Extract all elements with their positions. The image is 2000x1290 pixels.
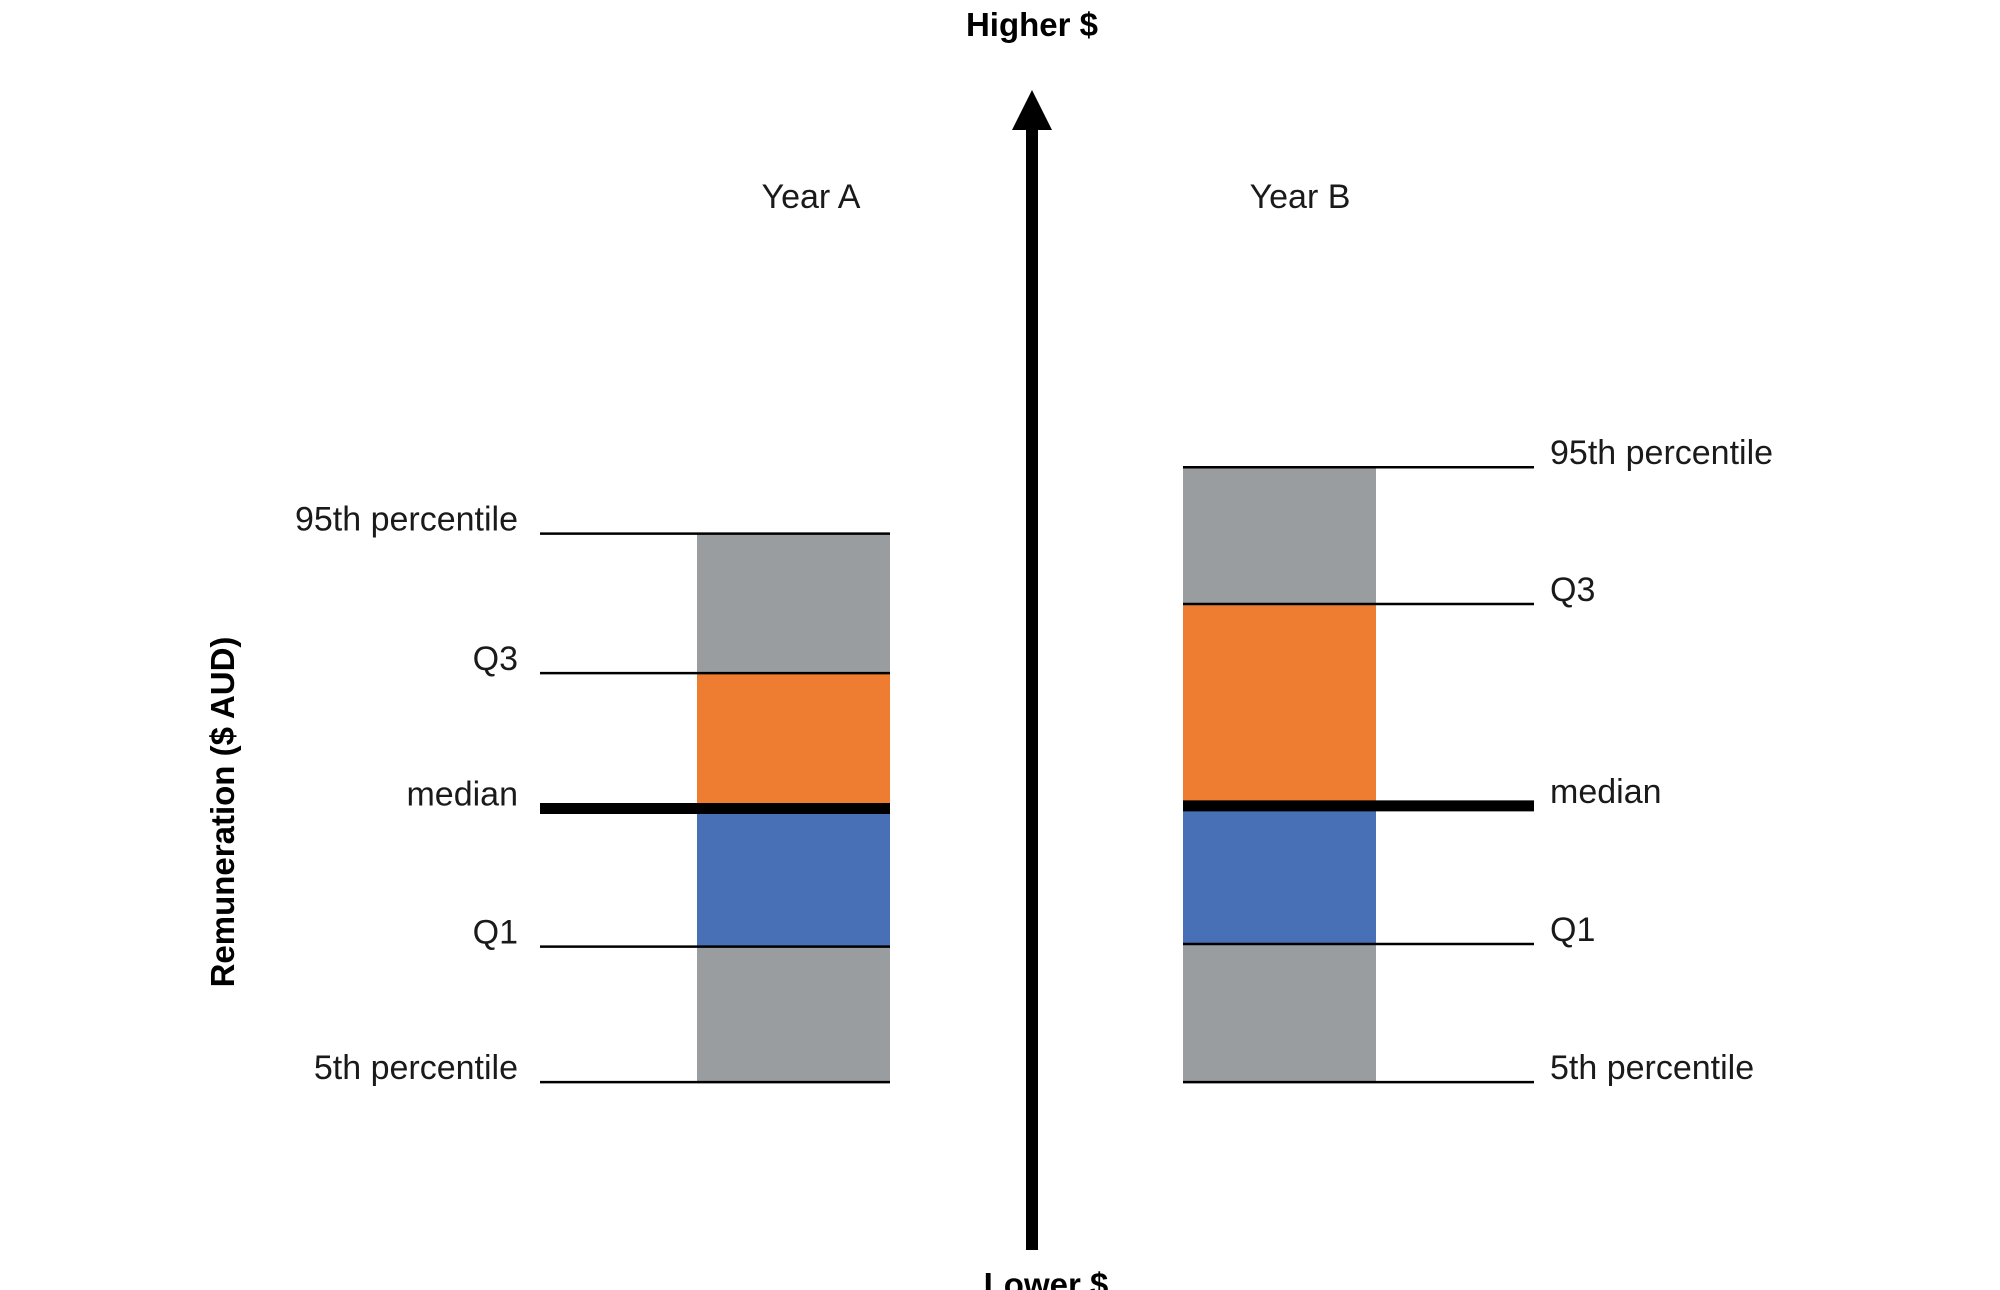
year-a-lower-tail-segment bbox=[697, 946, 890, 1083]
axis-top-label: Higher $ bbox=[966, 6, 1098, 43]
year-b-median-label: median bbox=[1550, 773, 1662, 811]
year-b-lower-tail-segment bbox=[1183, 943, 1376, 1083]
year-a-q3-segment bbox=[697, 673, 890, 809]
year-b-5th-percentile-label: 5th percentile bbox=[1550, 1049, 1754, 1087]
year-a-q3-label: Q3 bbox=[473, 640, 518, 678]
year-a-95th-percentile-label: 95th percentile bbox=[295, 501, 518, 539]
year-b-title: Year B bbox=[1250, 178, 1351, 216]
year-a-title: Year A bbox=[762, 178, 861, 216]
up-arrow-icon bbox=[1012, 90, 1052, 130]
year-b-q1-label: Q1 bbox=[1550, 911, 1595, 949]
year-b-upper-tail-segment bbox=[1183, 467, 1376, 605]
year-a-5th-percentile-label: 5th percentile bbox=[314, 1049, 518, 1087]
year-a-upper-tail-segment bbox=[697, 533, 890, 674]
year-a-q2-segment bbox=[697, 808, 890, 947]
year-b-q3-segment bbox=[1183, 604, 1376, 806]
axis-bottom-label: Lower $ bbox=[984, 1266, 1109, 1290]
year-b-95th-percentile-label: 95th percentile bbox=[1550, 434, 1773, 472]
year-a-median-label: median bbox=[406, 776, 518, 814]
year-a-q1-label: Q1 bbox=[473, 914, 518, 952]
year-b-q2-segment bbox=[1183, 805, 1376, 944]
column-year-b: Year B 95th percentile Q3 median Q1 5th … bbox=[1183, 178, 1773, 1087]
year-b-q3-label: Q3 bbox=[1550, 571, 1595, 609]
axis-vertical-label: Remuneration ($ AUD) bbox=[204, 637, 241, 988]
column-year-a: Year A 95th percentile Q3 median Q1 5th … bbox=[295, 178, 890, 1087]
